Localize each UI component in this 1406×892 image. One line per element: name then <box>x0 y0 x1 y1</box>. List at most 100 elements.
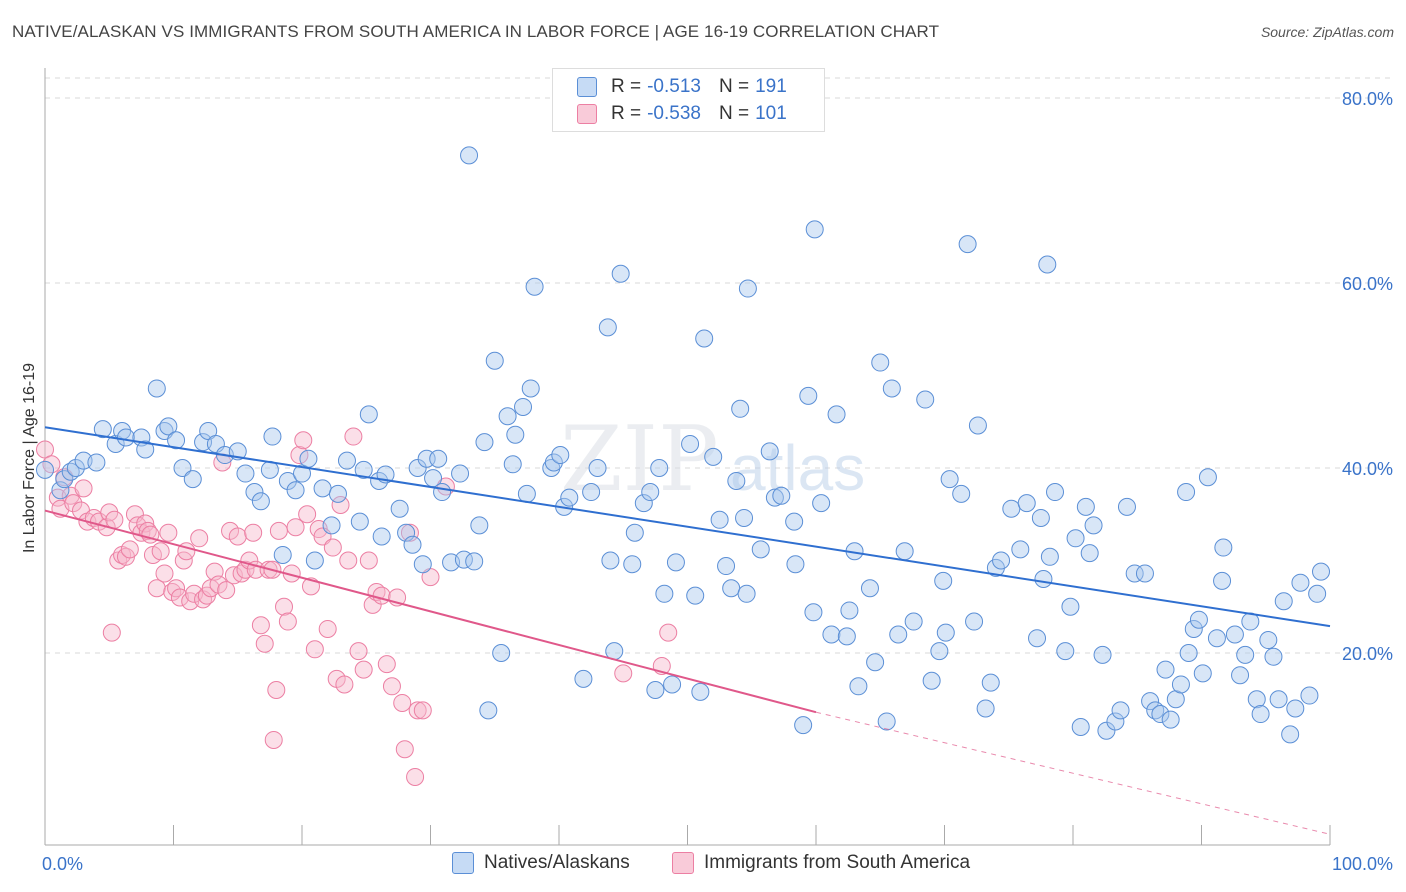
data-point-immigrants <box>267 681 286 699</box>
data-point-natives <box>601 551 620 570</box>
legend-n-label: N = <box>718 76 750 97</box>
data-point-natives <box>236 464 255 483</box>
source-label: Source: ZipAtlas.com <box>1260 24 1394 40</box>
data-point-natives <box>895 542 914 561</box>
data-point-immigrants <box>359 551 378 570</box>
data-point-natives <box>1038 255 1057 274</box>
data-point-natives <box>36 460 54 479</box>
data-point-immigrants <box>305 640 324 659</box>
data-point-natives <box>737 584 756 603</box>
data-point-natives <box>1106 712 1125 731</box>
data-point-natives <box>968 416 987 435</box>
data-point-natives <box>785 512 804 531</box>
data-point-natives <box>1002 499 1021 518</box>
legend-label-immigrants: Immigrants from South America <box>704 852 971 873</box>
data-point-natives <box>663 675 682 694</box>
data-point-natives <box>735 508 754 527</box>
data-point-natives <box>1198 468 1217 487</box>
legend-item-natives[interactable]: Natives/Alaskans <box>452 852 630 874</box>
y-axis-label: In Labor Force | Age 16-19 <box>21 362 38 554</box>
data-point-natives <box>1251 705 1270 724</box>
data-point-immigrants <box>614 664 633 683</box>
data-point-natives <box>299 449 318 468</box>
data-point-immigrants <box>159 523 178 542</box>
data-point-natives <box>934 571 953 590</box>
data-point-natives <box>413 555 432 574</box>
data-point-natives <box>460 146 479 165</box>
data-point-immigrants <box>244 523 263 542</box>
series-legend: Natives/Alaskans Immigrants from South A… <box>0 852 1406 878</box>
data-point-natives <box>882 379 901 398</box>
data-point-natives <box>889 625 908 644</box>
legend-n-label: N = <box>718 103 750 124</box>
data-point-natives <box>1231 666 1250 685</box>
data-point-natives <box>313 479 332 498</box>
data-point-natives <box>1179 644 1198 662</box>
data-point-natives <box>1156 660 1175 679</box>
data-point-immigrants <box>151 542 170 561</box>
legend-r-value: -0.538 <box>647 103 701 124</box>
data-point-immigrants <box>136 514 155 533</box>
data-point-natives <box>710 510 729 529</box>
data-point-immigrants <box>264 730 283 749</box>
data-point-natives <box>560 488 579 507</box>
data-point-natives <box>877 712 896 731</box>
data-point-immigrants <box>294 431 313 450</box>
chart-title: NATIVE/ALASKAN VS IMMIGRANTS FROM SOUTH … <box>12 22 940 41</box>
watermark-atlas: atlas <box>730 432 865 504</box>
data-point-natives <box>717 557 736 576</box>
data-point-immigrants <box>286 518 305 537</box>
data-point-natives <box>372 527 391 546</box>
data-point-immigrants <box>344 427 363 446</box>
data-point-natives <box>1300 686 1319 705</box>
data-point-natives <box>1011 540 1030 559</box>
data-point-immigrants <box>224 566 243 585</box>
trend-line-immigrants <box>44 509 817 714</box>
data-point-natives <box>147 379 166 398</box>
data-point-immigrants <box>170 588 189 607</box>
data-point-natives <box>525 277 544 296</box>
data-point-immigrants <box>74 479 93 498</box>
data-point-natives <box>691 682 710 701</box>
data-point-natives <box>727 471 746 490</box>
data-point-immigrants <box>659 623 678 642</box>
data-point-natives <box>451 464 470 483</box>
data-point-natives <box>1061 597 1080 616</box>
trend-line-immigrants-extension <box>815 711 1331 835</box>
legend-n-value: 101 <box>755 103 787 124</box>
data-point-natives <box>1213 571 1232 590</box>
data-point-immigrants <box>217 581 236 600</box>
data-point-natives <box>992 551 1011 570</box>
data-point-natives <box>1034 570 1053 588</box>
data-point-natives <box>1264 647 1283 666</box>
data-point-natives <box>1151 705 1170 724</box>
legend-item-immigrants[interactable]: Immigrants from South America <box>672 852 970 874</box>
data-point-natives <box>1214 538 1233 557</box>
trend-lines <box>44 426 1331 835</box>
data-point-natives <box>1076 497 1095 516</box>
data-point-natives <box>1125 564 1144 583</box>
data-point-natives <box>1184 619 1203 638</box>
data-point-immigrants <box>323 538 342 557</box>
data-point-natives <box>514 397 533 416</box>
legend-row-immigrants: R = -0.538 N = 101 <box>577 101 787 127</box>
data-point-natives <box>263 427 282 446</box>
legend-swatch-immigrants <box>672 852 694 874</box>
data-point-natives <box>794 716 813 735</box>
data-point-natives <box>646 681 665 699</box>
y-tick-label: 20.0% <box>1342 644 1393 664</box>
data-point-natives <box>681 434 700 453</box>
legend-n-value: 191 <box>755 76 787 97</box>
data-point-natives <box>666 553 685 572</box>
data-point-natives <box>93 420 112 439</box>
legend-swatch-natives <box>452 852 474 874</box>
data-point-natives <box>1308 584 1327 603</box>
data-point-natives <box>641 483 660 502</box>
data-point-immigrants <box>190 529 209 548</box>
data-point-natives <box>786 555 805 574</box>
data-point-natives <box>328 484 347 503</box>
data-point-natives <box>278 471 297 490</box>
data-point-immigrants <box>395 740 414 759</box>
x-tick-label: 100.0% <box>1332 854 1393 874</box>
data-point-immigrants <box>408 701 427 720</box>
